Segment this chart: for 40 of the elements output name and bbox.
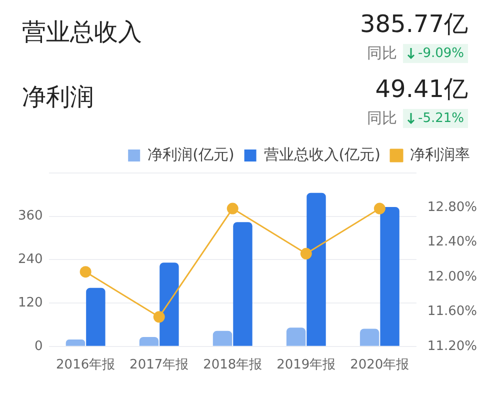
text: -5.21% xyxy=(418,111,464,126)
point xyxy=(153,311,165,323)
text: 同比 xyxy=(367,109,397,128)
y2-tick-label: 11.20% xyxy=(427,338,478,354)
bar xyxy=(360,328,380,346)
y2-tick-label: 11.60% xyxy=(427,304,478,320)
text: 49.41亿 xyxy=(374,74,468,105)
text: 净利润 xyxy=(21,82,94,113)
bar xyxy=(160,262,179,346)
x-tick-label: 2016年报 xyxy=(56,358,116,373)
text: -9.09% xyxy=(418,46,464,61)
point xyxy=(226,202,238,214)
bar xyxy=(306,192,326,346)
bar xyxy=(212,330,232,346)
bar xyxy=(66,340,86,346)
point xyxy=(300,248,312,260)
text: 营业总收入 xyxy=(21,17,142,48)
y-tick-label: 240 xyxy=(18,252,43,268)
x-tick-label: 2017年报 xyxy=(130,358,189,373)
y2-tick-label: 12.40% xyxy=(427,234,478,250)
y-tick-label: 120 xyxy=(18,295,43,310)
bar xyxy=(286,328,306,346)
point xyxy=(80,266,92,278)
y-tick-label: 360 xyxy=(18,208,43,224)
legend-label: 净利润(亿元) xyxy=(148,145,234,164)
x-tick-label: 2019年报 xyxy=(276,358,336,373)
bar xyxy=(380,206,400,346)
bar xyxy=(86,288,106,346)
legend-label: 营业总收入(亿元) xyxy=(264,145,381,164)
legend-label: 净利润率 xyxy=(410,145,470,164)
text: 同比 xyxy=(367,44,397,63)
y-tick-label: 0 xyxy=(34,338,43,354)
text: 385.77亿 xyxy=(360,9,468,40)
bar xyxy=(233,222,252,346)
x-tick-label: 2020年报 xyxy=(350,358,410,373)
y2-tick-label: 12.00% xyxy=(427,269,478,284)
bar xyxy=(139,337,159,346)
point xyxy=(374,202,386,214)
x-tick-label: 2018年报 xyxy=(203,358,262,373)
y2-tick-label: 12.80% xyxy=(427,200,478,216)
